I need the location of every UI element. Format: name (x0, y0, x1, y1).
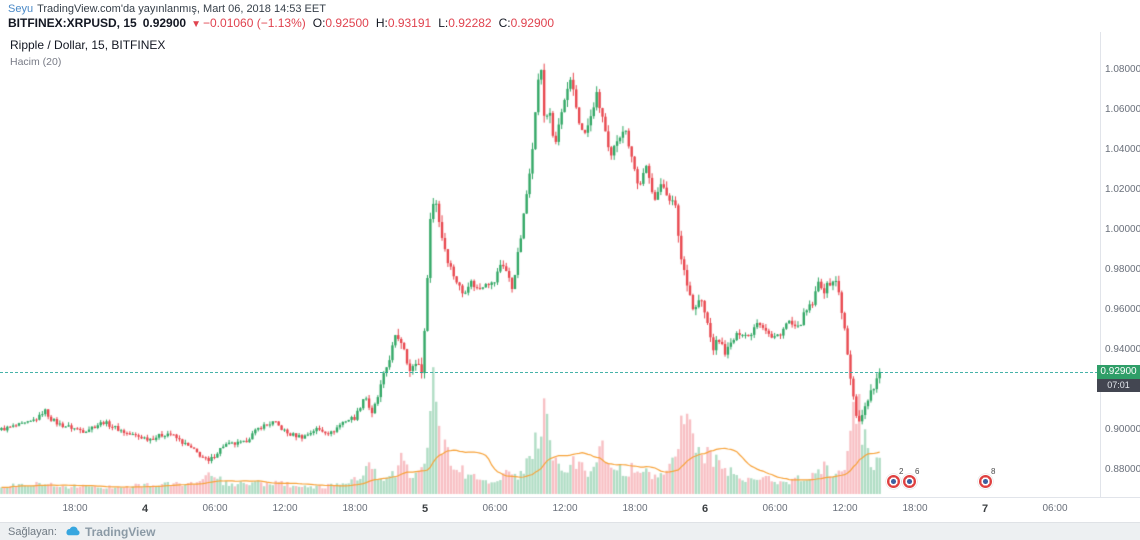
time-tick-label: 06:00 (482, 503, 508, 514)
price-tick-label: 1.02000 (1105, 184, 1140, 195)
time-tick-label: 06:00 (1042, 503, 1068, 514)
symbol-name[interactable]: BITFINEX:XRPUSD, 15 (8, 16, 137, 30)
time-tick-label: 6 (701, 503, 709, 515)
time-tick-label: 12:00 (832, 503, 858, 514)
tradingview-cloud-icon (66, 526, 80, 536)
time-tick-label: 5 (421, 503, 429, 515)
bar-countdown-tag: 07:01 (1097, 379, 1140, 392)
time-tick-label: 12:00 (552, 503, 578, 514)
time-axis[interactable]: 18:00 4 06:00 12:00 18:00 5 06:00 12:00 18:00 6 06… (0, 497, 1140, 522)
price-tick-label: 0.88000 (1105, 464, 1140, 475)
publish-text: TradingView.com'da yayınlanmış, Mart 06,… (37, 3, 326, 15)
current-price-tag: 0.92900 (1097, 365, 1140, 379)
ohlc-item: C:0.92900 (498, 16, 554, 30)
idea-marker-icon[interactable] (978, 474, 993, 489)
author-link[interactable]: Seyu (8, 3, 34, 15)
price-change: −0.01060 (−1.13%) (203, 16, 306, 30)
publish-info-bar: Seyu TradingView.com'da yayınlanmış, Mart… (8, 3, 326, 15)
price-axis[interactable]: 1.08000 1.06000 1.04000 1.02000 1.00000 0.980… (1100, 32, 1140, 497)
time-tick-label: 18:00 (622, 503, 648, 514)
time-tick-label: 18:00 (62, 503, 88, 514)
provided-by-label: Sağlayan: (8, 525, 57, 538)
time-tick-label: 18:00 (902, 503, 928, 514)
ohlc-item: O:0.92500 (312, 16, 369, 30)
symbol-info-bar: BITFINEX:XRPUSD, 15 0.92900 ▼ −0.01060 (−1.… (8, 16, 554, 30)
attribution-footer: Sağlayan: TradingView (0, 522, 1140, 540)
time-tick-label: 06:00 (762, 503, 788, 514)
idea-marker-icon[interactable] (902, 474, 917, 489)
price-tick-label: 0.94000 (1105, 344, 1140, 355)
time-tick-label: 12:00 (272, 503, 298, 514)
tradingview-brand-link[interactable]: TradingView (65, 525, 155, 539)
price-tick-label: 1.08000 (1105, 64, 1140, 75)
price-down-arrow-icon: ▼ (191, 19, 201, 30)
idea-marker-count: 6 (915, 467, 920, 476)
price-tick-label: 0.98000 (1105, 264, 1140, 275)
price-tick-label: 1.04000 (1105, 144, 1140, 155)
idea-marker-count: 8 (991, 467, 996, 476)
ohlc-item: L:0.92282 (438, 16, 492, 30)
price-chart-canvas[interactable] (0, 32, 1100, 497)
idea-marker-count: 2 (899, 467, 904, 476)
time-tick-label: 06:00 (202, 503, 228, 514)
ohlc-values: O:0.92500 H:0.93191 L:0.92282 C:0.92900 (306, 16, 554, 30)
price-tick-label: 0.96000 (1105, 304, 1140, 315)
tradingview-brand-name: TradingView (84, 524, 156, 539)
price-tick-label: 0.90000 (1105, 424, 1140, 435)
price-tick-label: 1.00000 (1105, 224, 1140, 235)
time-tick-label: 4 (141, 503, 149, 515)
time-tick-label: 18:00 (342, 503, 368, 514)
ohlc-item: H:0.93191 (375, 16, 432, 30)
idea-marker-icon[interactable] (886, 474, 901, 489)
time-tick-label: 7 (981, 503, 989, 515)
last-price: 0.92900 (142, 16, 187, 30)
price-tick-label: 1.06000 (1105, 104, 1140, 115)
